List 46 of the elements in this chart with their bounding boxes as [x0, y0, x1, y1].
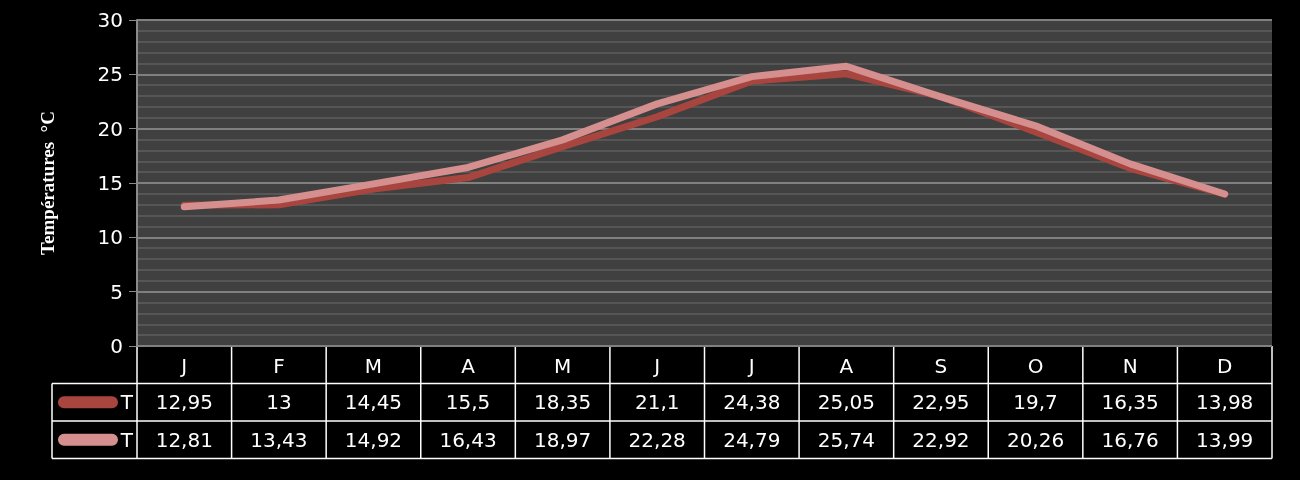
data-label: 13: [266, 390, 292, 415]
data-label: 21,1: [634, 390, 680, 415]
y-tick-label: 10: [97, 225, 123, 250]
data-label: 18,35: [533, 390, 592, 415]
x-tick-label: M: [553, 354, 572, 378]
data-label: 22,92: [912, 427, 970, 452]
data-label: 25,05: [817, 390, 876, 415]
data-label: 12,95: [155, 390, 213, 415]
x-tick-label: A: [461, 354, 476, 378]
y-tick-label: 25: [97, 62, 123, 87]
x-tick-label: A: [839, 354, 854, 378]
data-label: 12,81: [155, 427, 213, 452]
data-label: 24,79: [723, 427, 781, 452]
y-tick-label: 15: [97, 171, 123, 195]
x-tick-label: S: [934, 354, 948, 378]
data-label: 22,95: [912, 390, 970, 415]
x-tick-label: N: [1122, 354, 1138, 378]
data-label: 18,97: [533, 427, 592, 452]
data-label: 15,5: [445, 390, 491, 415]
data-label: 13,99: [1196, 427, 1254, 452]
y-tick-label: 0: [110, 334, 123, 358]
data-label: 22,28: [628, 427, 686, 452]
x-tick-label: J: [746, 354, 755, 378]
y-axis-title: Températures °C: [37, 111, 58, 255]
data-label: 25,74: [817, 427, 876, 452]
data-label: 24,38: [723, 390, 781, 415]
data-label: 19,7: [1013, 390, 1058, 415]
data-label: 20,26: [1006, 427, 1065, 452]
y-tick-label: 30: [97, 8, 123, 32]
data-label: 13,98: [1196, 390, 1254, 415]
x-tick-label: M: [364, 354, 383, 378]
data-label: 16,43: [439, 427, 497, 452]
data-label: 14,45: [344, 390, 403, 415]
data-label: 16,76: [1101, 427, 1159, 452]
data-label: 13,43: [250, 427, 308, 452]
y-tick-label: 20: [97, 116, 123, 141]
data-label: 14,92: [344, 427, 403, 452]
legend-label: T: [119, 427, 134, 452]
data-label: 16,35: [1101, 390, 1159, 415]
y-tick-label: 5: [110, 279, 123, 304]
x-tick-label: D: [1217, 354, 1233, 378]
x-tick-label: O: [1027, 354, 1044, 378]
legend-label: T: [119, 390, 134, 415]
x-tick-label: F: [273, 354, 285, 378]
x-tick-label: J: [652, 354, 661, 378]
x-tick-label: J: [179, 354, 188, 378]
